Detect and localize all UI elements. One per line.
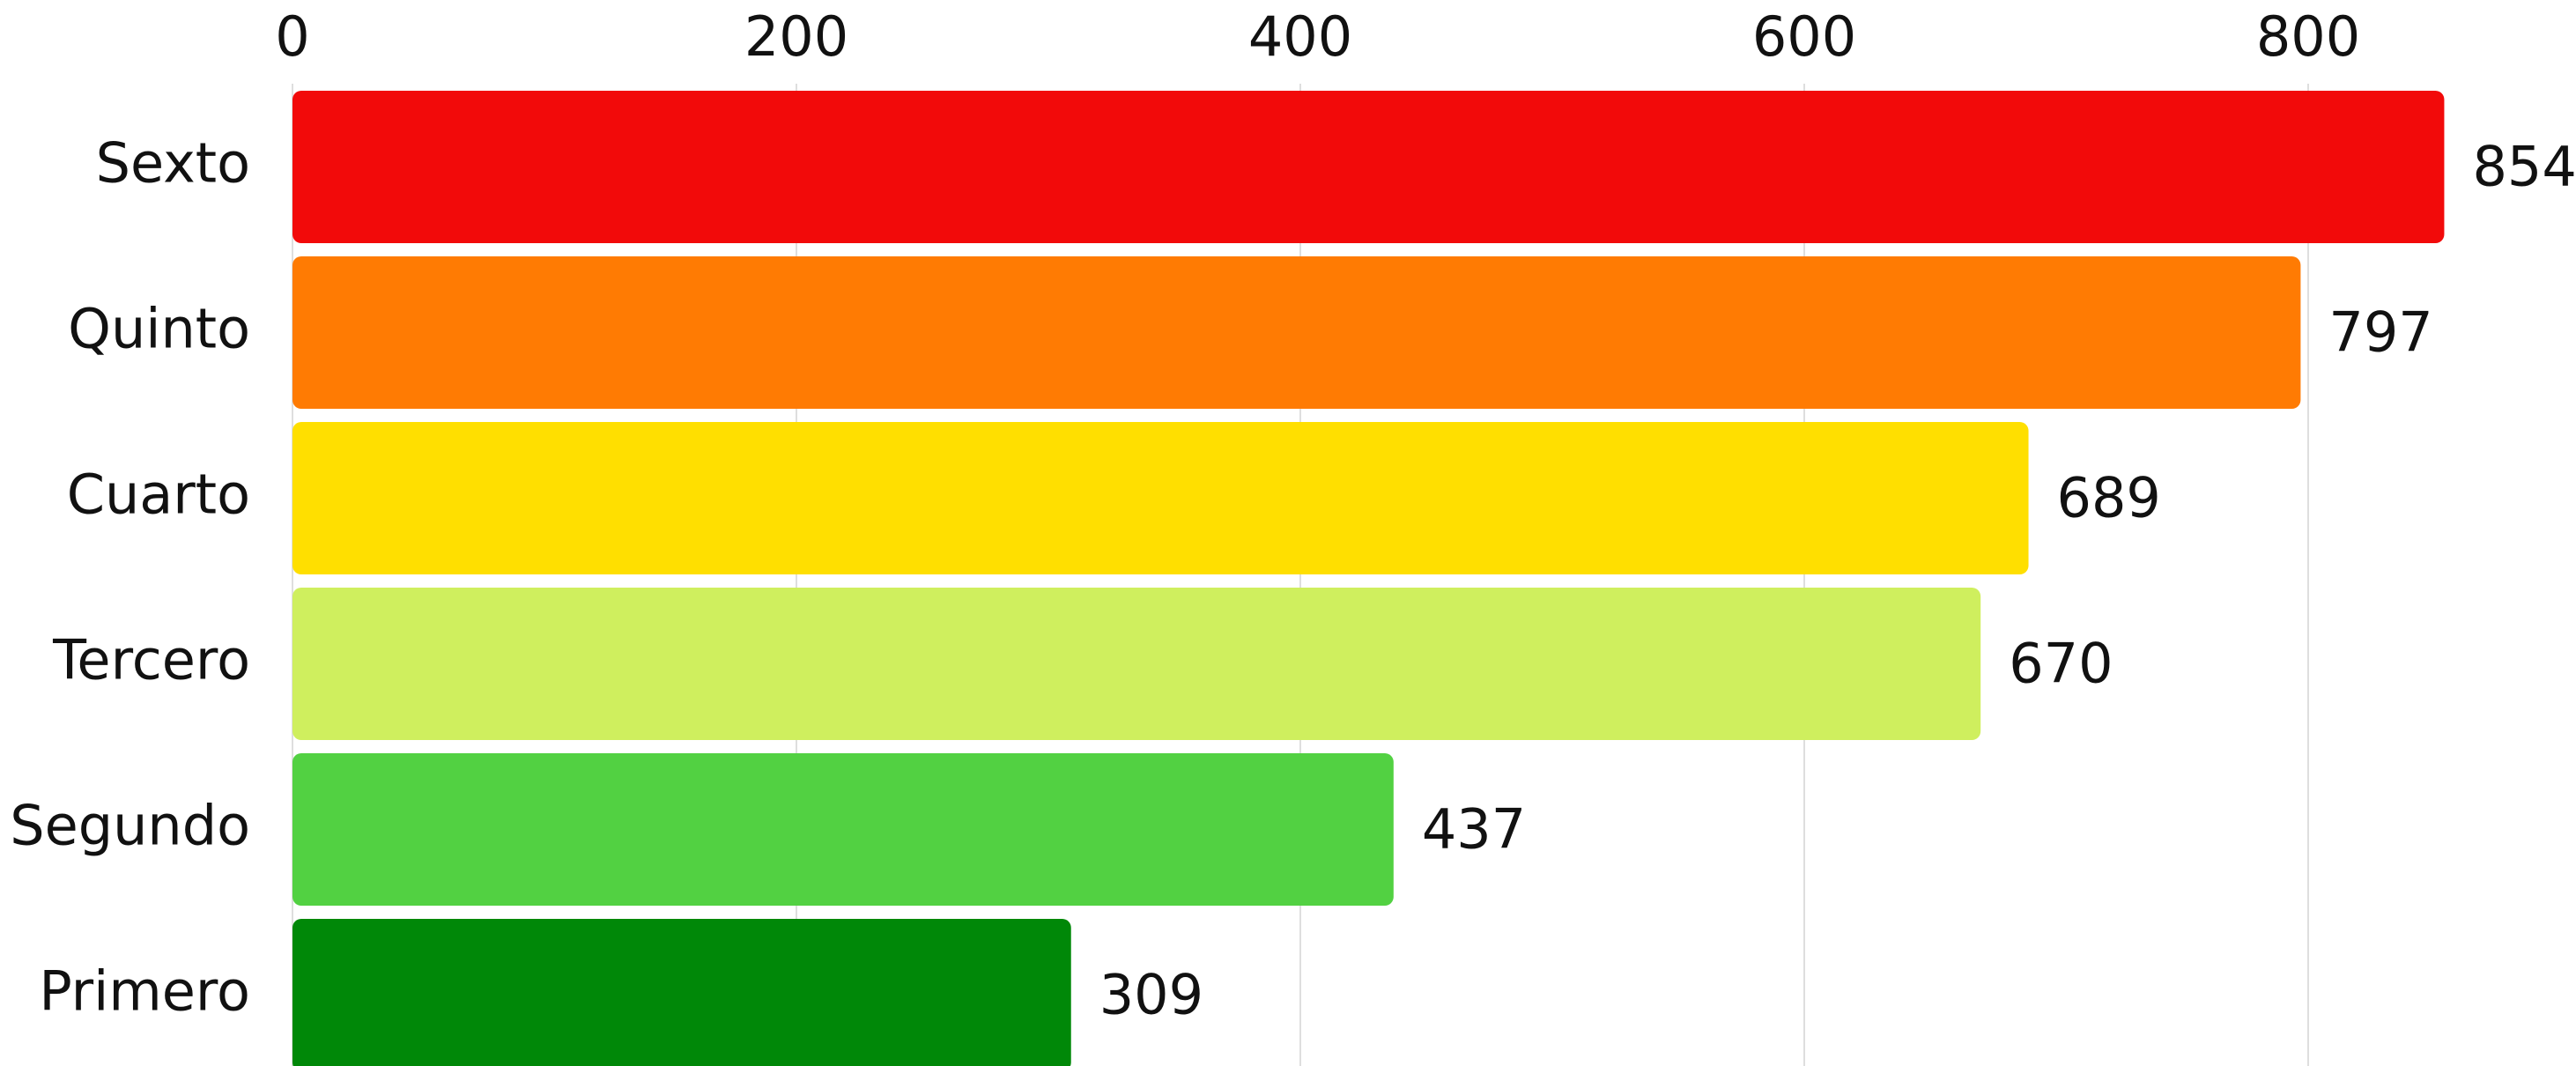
bar	[292, 422, 2029, 574]
bar	[292, 588, 1980, 740]
y-tick-label: Segundo	[10, 794, 250, 858]
chart: 0 200 400 600 800 Sexto 854 Quinto 797 Cuarto 689 T…	[0, 0, 2576, 1066]
value-label: 689	[2057, 466, 2161, 530]
value-label: 670	[2009, 632, 2113, 696]
x-tick-label: 800	[2256, 4, 2360, 69]
bar	[292, 91, 2444, 243]
x-tick-label: 200	[744, 4, 848, 69]
y-tick-label: Cuarto	[67, 463, 250, 527]
value-label: 437	[1422, 797, 1526, 862]
x-tick-label: 0	[275, 4, 309, 69]
y-tick-label: Tercero	[52, 628, 250, 692]
value-label: 854	[2472, 135, 2576, 199]
value-label: 309	[1099, 963, 1203, 1027]
y-tick-label: Primero	[39, 959, 250, 1024]
x-tick-label: 400	[1248, 4, 1352, 69]
y-tick-label: Sexto	[96, 131, 250, 196]
x-tick-label: 600	[1752, 4, 1856, 69]
y-tick-label: Quinto	[68, 297, 250, 361]
bar	[292, 256, 2300, 409]
bar	[292, 753, 1394, 906]
bar	[292, 919, 1071, 1066]
value-label: 797	[2328, 300, 2432, 365]
